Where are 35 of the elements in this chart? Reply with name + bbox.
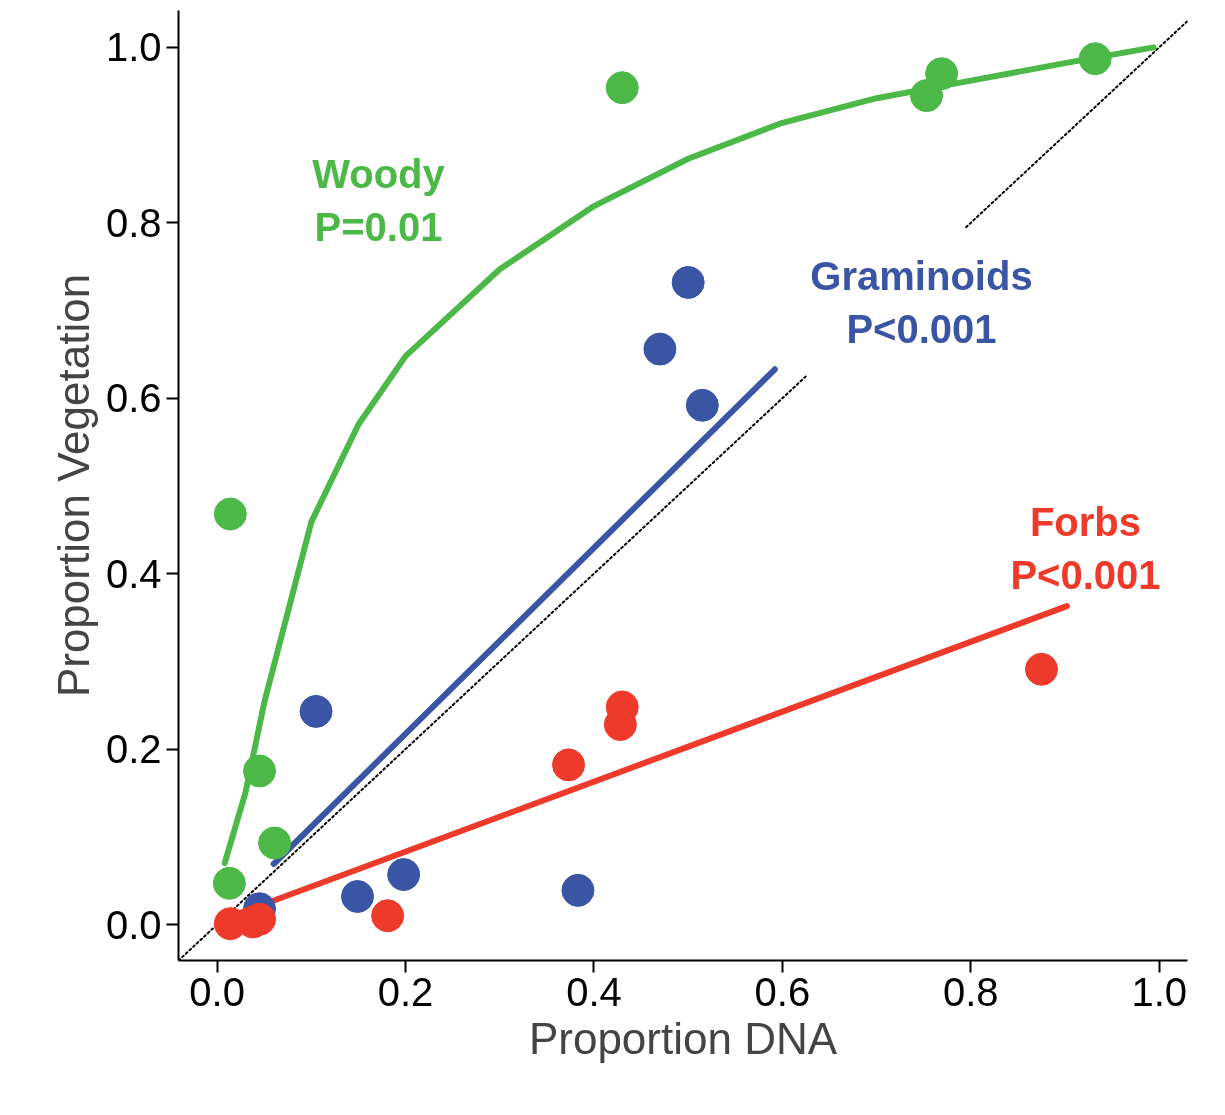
x-tick-label: 0.4 xyxy=(566,969,622,1014)
y-tick-label: 0.2 xyxy=(105,727,162,772)
y-tick-label: 0.0 xyxy=(105,902,162,947)
point xyxy=(552,748,586,782)
x-tick-label: 0.2 xyxy=(377,969,434,1014)
x-tick-label: 1.0 xyxy=(1131,969,1188,1014)
point xyxy=(925,57,959,91)
point xyxy=(212,866,246,900)
y-tick-label: 0.4 xyxy=(105,551,162,596)
y-tick-label: 0.8 xyxy=(105,200,162,245)
point xyxy=(371,899,405,933)
x-tick-label: 0.8 xyxy=(943,969,999,1014)
point xyxy=(1078,42,1112,76)
point xyxy=(643,332,677,366)
y-axis-title: Proportion Vegetation xyxy=(48,273,98,698)
point xyxy=(605,71,639,105)
point xyxy=(258,826,292,860)
x-tick-label: 0.6 xyxy=(754,969,811,1014)
y-tick-label: 0.6 xyxy=(105,376,162,421)
point xyxy=(299,694,333,728)
point xyxy=(685,388,719,422)
point xyxy=(910,79,944,113)
point xyxy=(243,754,277,788)
annotation: Woody P=0.01 xyxy=(312,152,446,249)
annotation: Graminoids P<0.001 xyxy=(810,254,1033,351)
y-tick-label: 1.0 xyxy=(105,25,162,70)
x-axis-title: Proportion DNA xyxy=(528,1013,838,1063)
point xyxy=(341,880,374,913)
point xyxy=(561,873,595,907)
point xyxy=(213,497,247,531)
x-tick-label: 0.0 xyxy=(189,969,245,1014)
point xyxy=(671,265,705,299)
point xyxy=(387,858,421,891)
point xyxy=(1024,652,1058,686)
annotation: Forbs P<0.001 xyxy=(1010,500,1161,597)
